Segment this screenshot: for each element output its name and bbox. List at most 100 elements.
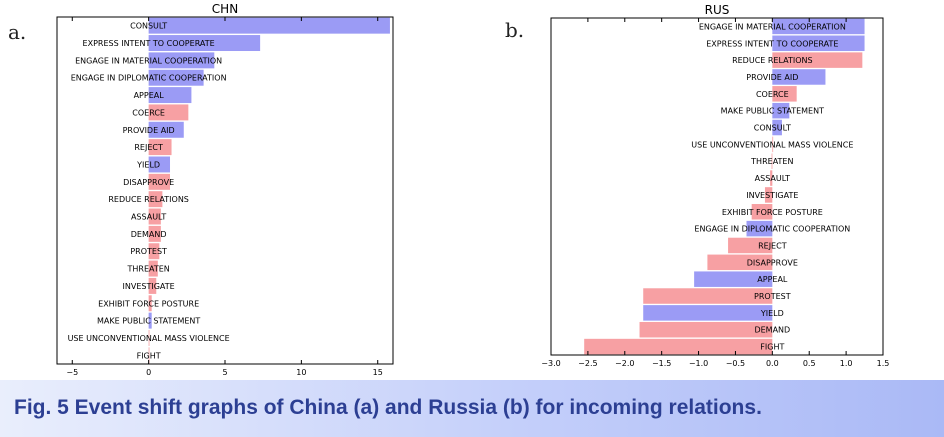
- chn-bar: [148, 52, 215, 69]
- chn-category-label: INVESTIGATE: [123, 282, 175, 291]
- rus-bar: [772, 69, 826, 85]
- rus-bar: [643, 288, 773, 304]
- rus-x-tick-label: −1.0: [689, 359, 708, 368]
- chn-category-label: APPEAL: [134, 91, 165, 100]
- chn-category-label: REJECT: [134, 143, 163, 152]
- chn-category-label: DISAPPROVE: [123, 178, 174, 187]
- rus-x-tick-label: −2.0: [615, 359, 634, 368]
- rus-x-tick-label: −2.5: [578, 359, 597, 368]
- rus-bar: [772, 52, 863, 68]
- rus-x-tick-label: −3.0: [541, 359, 560, 368]
- rus-bar: [772, 119, 782, 136]
- chn-bar: [148, 191, 163, 208]
- chn-category-label: CONSULT: [130, 22, 167, 31]
- chn-category-label: REDUCE RELATIONS: [108, 195, 189, 204]
- rus-x-tick-label: −1.5: [652, 359, 671, 368]
- chn-category-label: EXHIBIT FORCE POSTURE: [98, 299, 199, 308]
- chn-bar: [148, 295, 152, 312]
- rus-category-label: MAKE PUBLIC STATEMENT: [721, 107, 824, 116]
- chn-category-label: THREATEN: [126, 265, 169, 274]
- rus-axes-frame: [550, 17, 884, 356]
- chn-category-label: COERCE: [132, 108, 165, 117]
- chn-bar: [148, 243, 160, 260]
- chn-category-label: YIELD: [136, 160, 160, 169]
- rus-category-label: THREATEN: [750, 157, 793, 166]
- chn-category-label: USE UNCONVENTIONAL MASS VIOLENCE: [68, 334, 230, 343]
- rus-x-tick-label: 1.5: [877, 359, 890, 368]
- rus-chart-title: RUS: [705, 3, 730, 17]
- chn-bar: [148, 277, 157, 294]
- rus-x-tick-label: 0.0: [766, 359, 779, 368]
- chn-x-tick-label: 0: [146, 368, 151, 377]
- rus-x-tick-label: 0.5: [803, 359, 816, 368]
- rus-bar: [771, 153, 773, 169]
- chn-bar: [148, 312, 152, 329]
- chn-category-label: DEMAND: [131, 230, 167, 239]
- rus-bar: [772, 18, 865, 35]
- rus-bar: [772, 102, 790, 119]
- rus-category-label: ENGAGE IN MATERIAL COOPERATION: [699, 22, 846, 31]
- rus-bar: [772, 35, 865, 52]
- caption-bar: Fig. 5 Event shift graphs of China (a) a…: [0, 380, 944, 437]
- rus-category-label: EXPRESS INTENT TO COOPERATE: [706, 39, 838, 48]
- chn-category-label: PROVIDE AID: [123, 126, 175, 135]
- rus-x-tick-label: 1.0: [840, 359, 853, 368]
- chn-chart-title: CHN: [212, 2, 238, 16]
- rus-event-shift-chart: −3.0 −2.5 −2.0 −1.5 −1.0 −0.5 0.0 0.5 1.0 1.5 ENGA…: [541, 3, 890, 368]
- rus-category-label: USE UNCONVENTIONAL MASS VIOLENCE: [691, 140, 853, 149]
- chn-bar: [148, 87, 192, 104]
- rus-bar: [772, 86, 797, 102]
- chn-bar: [148, 208, 161, 225]
- chn-bar: [148, 69, 204, 86]
- chn-category-label: ASSAULT: [131, 213, 166, 222]
- rus-category-label: ENGAGE IN DIPLOMATIC COOPERATION: [694, 225, 850, 234]
- rus-bar: [764, 187, 773, 203]
- rus-bar: [772, 136, 774, 153]
- rus-x-tick-label: −0.5: [726, 359, 745, 368]
- rus-category-label: CONSULT: [754, 124, 791, 133]
- chn-bar: [148, 17, 390, 34]
- panel-label-a: a.: [8, 20, 27, 44]
- rus-bar: [694, 271, 773, 287]
- rus-bar: [643, 305, 773, 321]
- rus-bar: [707, 254, 773, 271]
- rus-category-label: EXHIBIT FORCE POSTURE: [722, 208, 823, 217]
- rus-category-label: PROTEST: [754, 292, 791, 301]
- chn-bar: [148, 139, 172, 156]
- chn-category-label: ENGAGE IN MATERIAL COOPERATION: [75, 56, 222, 65]
- chn-bar: [148, 35, 261, 52]
- panel-label-b: b.: [505, 18, 525, 42]
- chn-category-label: PROTEST: [130, 247, 167, 256]
- chn-event-shift-chart: −5 0 5 10 15 CONSULT EXPRESS INTENT TO COOPERA…: [56, 2, 394, 377]
- rus-bar: [770, 170, 773, 186]
- chn-x-tick-label: −5: [66, 368, 78, 377]
- chn-category-label: EXPRESS INTENT TO COOPERATE: [83, 39, 215, 48]
- rus-bar: [728, 237, 773, 254]
- rus-category-label: ASSAULT: [755, 174, 790, 183]
- chn-x-tick-label: 10: [296, 368, 306, 377]
- rus-category-label: PROVIDE AID: [746, 73, 798, 82]
- chn-bar: [148, 225, 161, 242]
- chn-bar: [148, 260, 158, 277]
- chn-bar: [148, 347, 150, 364]
- chn-x-tick-label: 15: [373, 368, 383, 377]
- rus-category-label: YIELD: [760, 309, 784, 318]
- chn-bar: [148, 156, 171, 173]
- rus-bar: [639, 321, 773, 338]
- chn-category-label: ENGAGE IN DIPLOMATIC COOPERATION: [71, 74, 227, 83]
- rus-category-label: DISAPPROVE: [747, 258, 798, 267]
- rus-category-label: APPEAL: [757, 275, 788, 284]
- chn-x-tick-label: 5: [222, 368, 227, 377]
- rus-category-label: DEMAND: [754, 326, 790, 335]
- rus-category-label: INVESTIGATE: [746, 191, 798, 200]
- rus-category-label: REDUCE RELATIONS: [732, 56, 813, 65]
- figure-caption: Fig. 5 Event shift graphs of China (a) a…: [14, 396, 762, 419]
- chn-bar: [148, 104, 189, 121]
- rus-bar: [584, 338, 773, 355]
- rus-category-label: FIGHT: [760, 343, 784, 352]
- chn-bar: [148, 329, 150, 346]
- rus-bar: [751, 204, 773, 220]
- chn-bar: [148, 173, 171, 190]
- rus-category-label: REJECT: [758, 241, 787, 250]
- chn-category-label: MAKE PUBLIC STATEMENT: [97, 317, 200, 326]
